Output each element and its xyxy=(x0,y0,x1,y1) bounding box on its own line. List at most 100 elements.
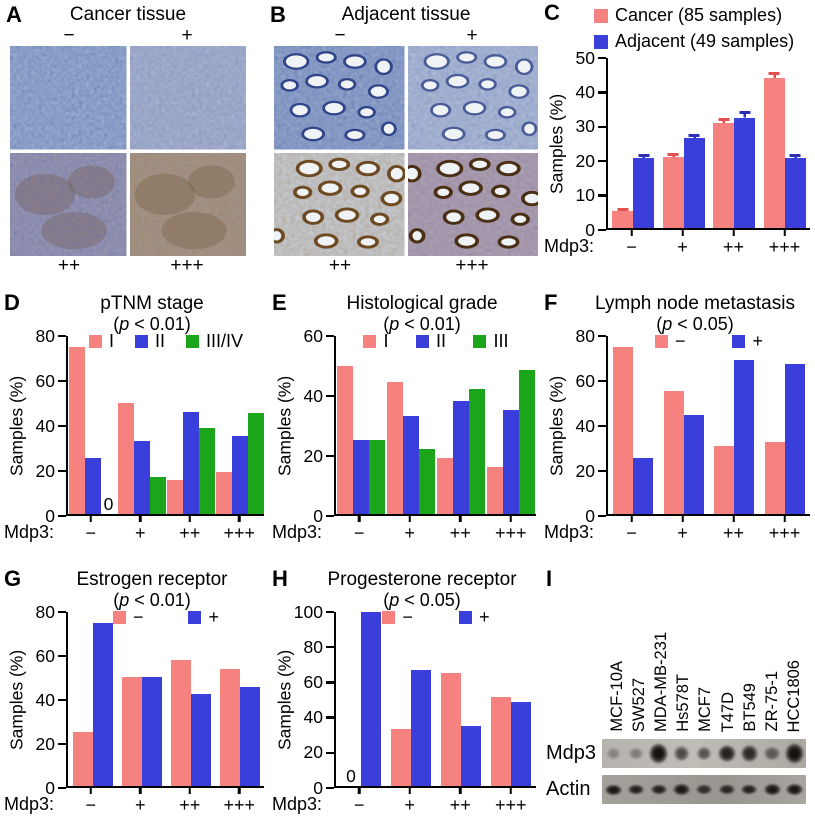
error-bar xyxy=(789,154,801,159)
bar-slot xyxy=(361,612,381,786)
y-tick-mark xyxy=(598,379,606,383)
x-category-labels: − + ++ +++ xyxy=(606,230,810,258)
protein-band xyxy=(740,783,759,796)
panel-letter-d: D xyxy=(4,290,20,315)
zero-value-label: 0 xyxy=(346,765,356,786)
legend-label: + xyxy=(479,607,490,627)
blot-lane xyxy=(738,739,761,768)
tissue-top-labels: − + xyxy=(10,26,246,46)
cell-line-name: MCF-10A xyxy=(607,661,626,732)
bar-chart-c: Samples (%) 0 10 20 30 40 50 Mdp3: − + ++ +++ xyxy=(544,48,810,258)
cell-line-lane: MCF7 xyxy=(695,687,717,732)
legend-swatch xyxy=(732,335,746,348)
y-tick-label: 80 xyxy=(303,636,323,657)
blot-row-label: Mdp3 xyxy=(546,742,597,764)
panel-g-estrogen-receptor-chart: G Estrogen receptor (p < 0.01) Samples (… xyxy=(4,568,264,832)
x-category-label: ++ xyxy=(708,516,759,544)
bar xyxy=(487,466,503,514)
panel-d-ptnm-stage-chart: D pTNM stage (p < 0.01) Samples (%) 0 20 40… xyxy=(4,292,264,564)
bar xyxy=(734,117,756,228)
bar-group xyxy=(659,58,710,228)
legend-swatch xyxy=(473,335,487,348)
bar-group xyxy=(386,336,436,514)
bar xyxy=(190,693,211,786)
panel-letter-b: B xyxy=(270,2,286,27)
ihc-image-adjacent-plus xyxy=(407,46,538,150)
y-tick-mark xyxy=(58,786,66,790)
cell-line-name: MCF7 xyxy=(696,687,715,732)
y-tick: 0 xyxy=(45,778,66,798)
bar-group: 0 xyxy=(336,612,386,786)
protein-band xyxy=(716,743,737,764)
y-tick-mark xyxy=(326,786,334,790)
bar xyxy=(713,122,735,228)
intensity-label: ++ xyxy=(328,255,352,276)
bar-slot xyxy=(683,336,704,514)
tissue-title: Adjacent tissue xyxy=(341,4,471,25)
bar-slot xyxy=(387,336,403,514)
bar xyxy=(117,402,134,514)
x-category-text: − xyxy=(353,523,365,543)
x-axis-prefix: Mdp3: xyxy=(544,522,595,542)
y-tick: 20 xyxy=(36,461,66,481)
y-tick: 80 xyxy=(304,637,334,657)
y-tick: 80 xyxy=(36,602,66,622)
x-axis: Mdp3: − + ++ +++ xyxy=(272,516,537,544)
bar xyxy=(141,677,162,786)
x-category-label: − xyxy=(334,788,385,816)
y-axis-ticks: 0 10 20 30 40 50 xyxy=(544,48,606,240)
blot-lane xyxy=(715,775,738,804)
x-category-text: + xyxy=(404,795,415,815)
chart-title: pTNM stage xyxy=(100,293,204,314)
x-category-label: + xyxy=(116,788,166,816)
y-tick: 60 xyxy=(304,326,334,346)
bar xyxy=(231,436,248,514)
bar-group xyxy=(436,612,486,786)
legend-item-cancer: Cancer (85 samples) xyxy=(594,5,810,26)
chart-wrap: Samples (%) 0 20 40 60 I II III Mdp3: − + ++ +++ xyxy=(272,326,537,544)
blot-lane xyxy=(670,739,693,768)
chart-legend: − + xyxy=(336,607,536,628)
bar-slot xyxy=(133,336,150,514)
blot-row-label: Actin xyxy=(546,778,591,800)
chart-wrap: Samples (%) 0 20 40 60 80 100− +0 Mdp3: − + ++ +++ xyxy=(272,602,536,816)
bar-slot xyxy=(353,336,369,514)
y-tick-label: 30 xyxy=(575,116,595,137)
x-tick-mark xyxy=(509,788,512,794)
x-tick-mark xyxy=(630,230,633,236)
y-tick-mark xyxy=(598,91,606,94)
bar-group xyxy=(760,58,811,228)
cell-line-lane: Hs578T xyxy=(673,674,695,732)
bar-slot xyxy=(170,612,191,786)
plot-area: − + xyxy=(66,607,264,788)
bar-group xyxy=(486,336,536,514)
chart-legend: − + xyxy=(608,331,810,352)
bar-chart-f: Samples (%) 0 20 40 60 80− + Mdp3: − + ++ +++ xyxy=(544,326,810,544)
bar xyxy=(361,612,381,786)
x-tick-mark xyxy=(89,788,92,794)
plot-area: I II III/IV 0 xyxy=(66,331,264,516)
bar-slot xyxy=(519,336,535,514)
cell-line-lane: T47D xyxy=(717,692,739,732)
panel-letter-c: C xyxy=(544,0,560,25)
bar-slot xyxy=(215,336,232,514)
x-category-label: ++ xyxy=(165,516,215,544)
bar xyxy=(72,731,93,786)
x-tick-mark xyxy=(89,516,92,522)
legend-label: Adjacent (49 samples) xyxy=(615,31,795,51)
bar-slot xyxy=(239,612,260,786)
x-category-label: +++ xyxy=(486,516,537,544)
bar-group xyxy=(709,336,760,514)
chart-title: Lymph node metastasis xyxy=(595,293,795,314)
x-category-labels: − + ++ +++ xyxy=(334,788,536,816)
x-axis-prefix: Mdp3: xyxy=(272,794,323,814)
chart-subtitle: (p < 0.01) xyxy=(383,314,461,334)
bar-slot xyxy=(247,336,264,514)
intensity-label: + xyxy=(466,25,478,46)
bar-groups xyxy=(608,58,810,228)
y-tick-mark xyxy=(58,514,66,518)
y-tick-label: 60 xyxy=(35,645,55,666)
y-tick: 60 xyxy=(36,646,66,666)
legend-item: I xyxy=(363,331,389,352)
x-category-label: − xyxy=(66,788,116,816)
